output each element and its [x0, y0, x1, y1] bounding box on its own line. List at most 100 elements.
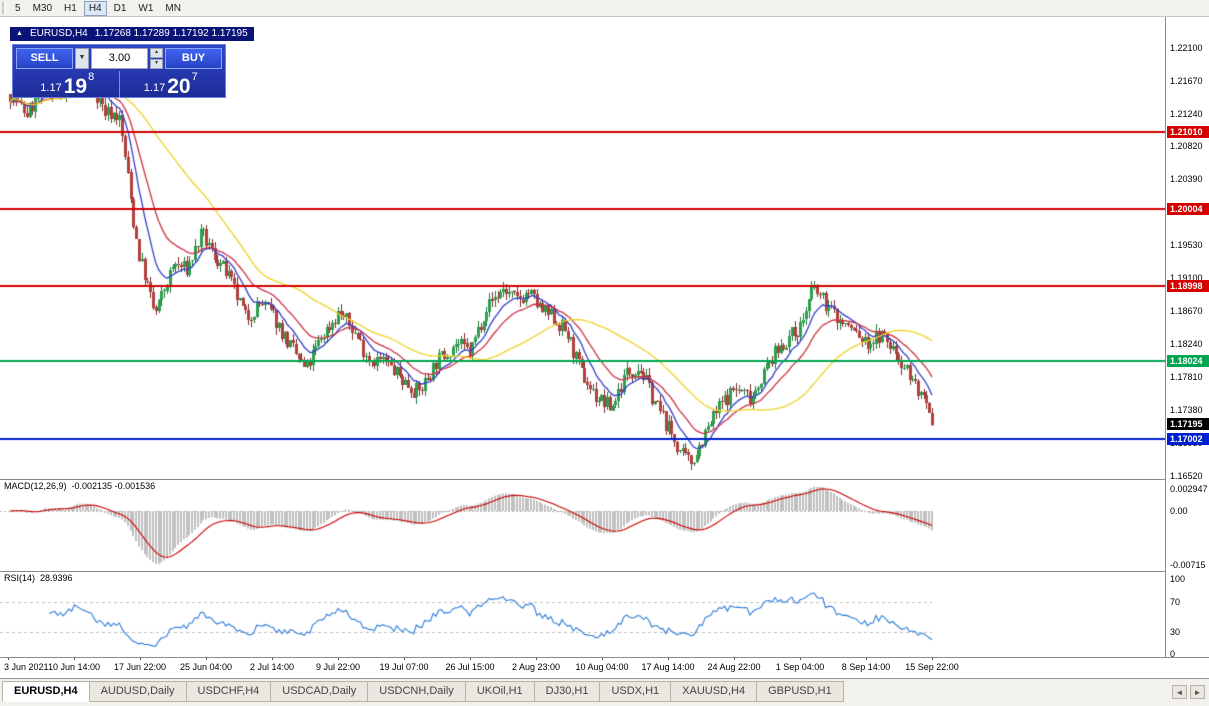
macd-axis-label: 0.00 [1170, 506, 1188, 516]
tab-usdcad-daily[interactable]: USDCAD,Daily [271, 681, 369, 702]
one-click-trading-panel: SELL ▼ 3.00 ▲ ▼ BUY 1.17 19 8 1.17 20 [12, 44, 226, 98]
time-axis-label: 24 Aug 22:00 [707, 662, 761, 672]
time-tick-mark [734, 657, 735, 660]
tab-scroll-left-icon[interactable]: ◄ [1172, 685, 1187, 699]
sell-price-prefix: 1.17 [40, 82, 62, 94]
price-level-label: 1.18998 [1167, 280, 1209, 293]
time-tick-mark [140, 657, 141, 660]
collapse-icon[interactable]: ▲ [16, 30, 23, 37]
volume-dropdown-icon[interactable]: ▼ [75, 48, 89, 69]
time-tick-mark [74, 657, 75, 660]
time-axis-label: 26 Jul 15:00 [445, 662, 495, 672]
timeframe-button-mn[interactable]: MN [165, 2, 181, 14]
timeframe-button-m30[interactable]: M30 [32, 2, 53, 14]
price-axis[interactable]: 1.221001.216701.212401.208201.203901.199… [1165, 17, 1209, 659]
time-axis-label: 3 Jun 2021 [4, 662, 49, 672]
time-axis-label: 2 Aug 23:00 [511, 662, 561, 672]
tab-usdcnh-daily[interactable]: USDCNH,Daily [368, 681, 466, 702]
time-tick-mark [338, 657, 339, 660]
price-tick-label: 1.16520 [1170, 470, 1203, 481]
buy-button[interactable]: BUY [165, 48, 222, 69]
current-price-label: 1.17195 [1167, 418, 1209, 431]
chart-tabs: EURUSD,H4 AUDUSD,Daily USDCHF,H4 USDCAD,Dai… [2, 681, 844, 702]
tab-xauusd-h4[interactable]: XAUUSD,H4 [671, 681, 758, 702]
time-axis-label: 1 Sep 04:00 [775, 662, 825, 672]
price-tick-label: 1.17380 [1170, 404, 1203, 415]
rsi-name: RSI(14) [4, 573, 36, 583]
time-axis-label: 8 Sep 14:00 [841, 662, 891, 672]
volume-input[interactable]: 3.00 [91, 48, 148, 69]
tab-ukoil-h1[interactable]: UKOil,H1 [465, 681, 535, 702]
buy-price-prefix: 1.17 [143, 82, 166, 94]
time-axis-label: 9 Jul 22:00 [315, 662, 361, 672]
buy-price-pips: 20 [167, 75, 191, 98]
macd-panel-canvas[interactable] [0, 480, 1165, 571]
rsi-panel-canvas[interactable] [0, 572, 1165, 657]
buy-price-point: 7 [191, 71, 198, 83]
chart-ohlc-values: 1.17268 1.17289 1.17192 1.17195 [94, 28, 248, 39]
tab-dj30-h1[interactable]: DJ30,H1 [534, 681, 601, 702]
timeframe-button-h1[interactable]: H1 [64, 2, 77, 14]
time-axis-label: 17 Aug 14:00 [641, 662, 695, 672]
timeframe-button-h4[interactable]: H4 [83, 0, 107, 16]
price-tick-label: 1.18240 [1170, 339, 1203, 350]
price-tick-label: 1.18670 [1170, 306, 1203, 317]
price-level-label: 1.20004 [1167, 202, 1209, 215]
time-axis-label: 2 Jul 14:00 [249, 662, 295, 672]
time-axis-label: 10 Jun 14:00 [47, 662, 101, 672]
time-axis-divider [0, 657, 1209, 658]
price-tick-label: 1.22100 [1170, 43, 1203, 54]
rsi-value: 28.9396 [40, 573, 73, 583]
price-tick-label: 1.19530 [1170, 240, 1203, 251]
time-axis[interactable]: 3 Jun 2021 10 Jun 14:00 17 Jun 22:00 25 Jun… [0, 657, 1209, 678]
sell-price-pips: 19 [63, 75, 88, 98]
chart-symbol-timeframe: EURUSD,H4 [29, 28, 88, 39]
rsi-panel-divider[interactable] [0, 571, 1209, 572]
timeframe-button-5[interactable]: 5 [15, 2, 21, 14]
price-tick-label: 1.20820 [1170, 141, 1203, 152]
tab-eurusd-h4[interactable]: EURUSD,H4 [2, 681, 90, 702]
time-axis-label: 25 Jun 04:00 [179, 662, 233, 672]
time-axis-label: 19 Jul 07:00 [379, 662, 429, 672]
time-axis-label: 10 Aug 04:00 [575, 662, 629, 672]
tab-scroll-right-icon[interactable]: ► [1190, 685, 1205, 699]
rsi-axis-label: 100 [1170, 574, 1186, 584]
price-level-label: 1.21010 [1167, 125, 1209, 138]
tab-audusd-daily[interactable]: AUDUSD,Daily [89, 681, 187, 702]
timeframe-button-w1[interactable]: W1 [138, 2, 154, 14]
time-tick-mark [602, 657, 603, 660]
tab-usdx-h1[interactable]: USDX,H1 [600, 681, 672, 702]
chart-window-title: ▲ EURUSD,H4 1.17268 1.17289 1.17192 1.17… [10, 27, 254, 41]
timeframe-toolbar: 5 M30 H1 H4 D1 W1 MN [0, 0, 1209, 17]
macd-axis-label: 0.002947 [1170, 483, 1208, 494]
buy-price-display[interactable]: 1.17 20 7 [120, 71, 223, 98]
time-tick-mark [8, 657, 9, 660]
volume-up-icon[interactable]: ▲ [150, 48, 163, 58]
price-level-label: 1.18024 [1167, 354, 1209, 367]
sell-price-point: 8 [88, 71, 95, 83]
price-tick-label: 1.17810 [1170, 372, 1203, 383]
tab-gbpusd-h1[interactable]: GBPUSD,H1 [757, 681, 844, 702]
tab-usdchf-h4[interactable]: USDCHF,H4 [186, 681, 272, 702]
price-tick-label: 1.20390 [1170, 174, 1203, 185]
sell-price-display[interactable]: 1.17 19 8 [16, 71, 120, 98]
time-axis-label: 15 Sep 22:00 [905, 662, 959, 672]
price-tick-label: 1.21240 [1170, 109, 1203, 120]
volume-down-icon[interactable]: ▼ [150, 59, 163, 69]
toolbar-grip-icon[interactable] [2, 2, 6, 14]
time-axis-label: 17 Jun 22:00 [113, 662, 167, 672]
price-level-label: 1.17002 [1167, 432, 1209, 445]
macd-axis-label: -0.00715 [1170, 559, 1206, 570]
price-tick-label: 1.21670 [1170, 76, 1203, 87]
price-tick-label: 1.19100 [1170, 273, 1203, 284]
timeframe-button-d1[interactable]: D1 [113, 2, 127, 14]
time-tick-mark [866, 657, 867, 660]
macd-indicator-label: MACD(12,26,9) -0.002135 -0.001536 [4, 481, 160, 491]
chart-area: ▲ EURUSD,H4 1.17268 1.17289 1.17192 1.17… [0, 17, 1209, 678]
time-tick-mark [272, 657, 273, 660]
time-tick-mark [470, 657, 471, 660]
time-tick-mark [932, 657, 933, 660]
sell-button[interactable]: SELL [16, 48, 73, 69]
macd-panel-divider[interactable] [0, 479, 1209, 480]
